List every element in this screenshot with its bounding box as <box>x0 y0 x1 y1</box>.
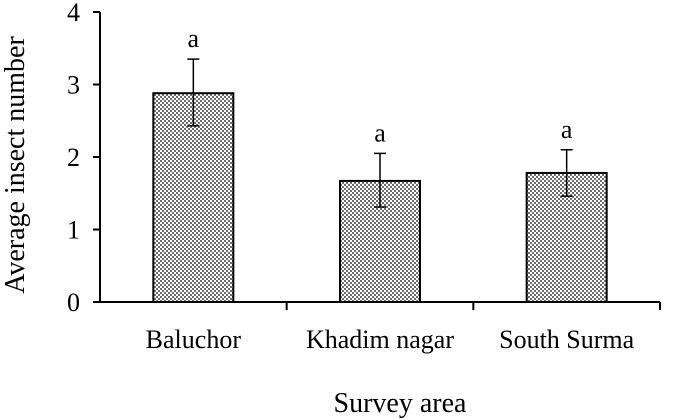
significance-letter: a <box>188 24 200 53</box>
bar-baluchor <box>152 92 235 303</box>
x-tick-label: Khadim nagar <box>306 325 454 354</box>
y-tick-label: 2 <box>67 143 80 172</box>
significance-labels: a a a <box>188 24 573 147</box>
significance-letter: a <box>374 118 386 147</box>
x-axis-ticks: Baluchor Khadim nagar South Surma <box>146 302 661 354</box>
significance-letter: a <box>561 115 573 144</box>
x-axis-label: Survey area <box>334 388 468 419</box>
x-tick-label: Baluchor <box>146 325 242 354</box>
error-bar <box>187 58 200 127</box>
y-tick-label: 4 <box>67 0 80 27</box>
x-tick-label: South Surma <box>499 325 635 354</box>
y-tick-label: 3 <box>67 71 80 100</box>
bars <box>152 92 608 303</box>
error-bar <box>560 149 573 197</box>
y-tick-label: 0 <box>67 288 80 317</box>
error-bars <box>187 58 573 208</box>
y-tick-label: 1 <box>67 216 80 245</box>
y-axis-ticks: 0 1 2 3 4 <box>67 0 100 317</box>
error-bar <box>374 152 386 208</box>
y-axis-label: Average insect number <box>0 36 31 294</box>
